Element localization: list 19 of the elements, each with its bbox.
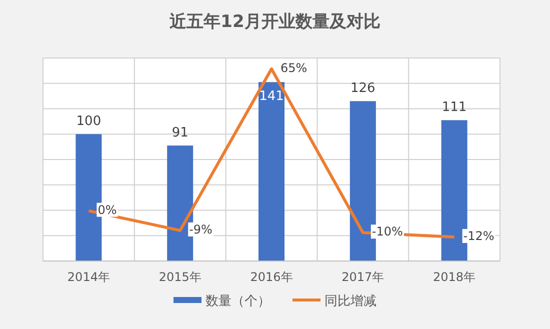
x-tick-label: 2016年 (250, 270, 293, 284)
x-tick-label: 2015年 (158, 270, 202, 284)
data-label: -10% (372, 224, 403, 239)
x-tick-label: 2014年 (67, 270, 110, 284)
x-tick-label: 2017年 (342, 270, 384, 284)
data-label: 91 (172, 126, 188, 141)
chart-title: 近五年12月开业数量及对比 (168, 12, 380, 32)
legend-label: 同比增减 (324, 294, 376, 309)
bar (258, 82, 284, 261)
data-label: 111 (442, 100, 467, 116)
data-label: 100 (76, 114, 102, 130)
legend-label: 数量（个） (206, 294, 270, 309)
data-label: -9% (189, 222, 212, 236)
data-label: 141 (259, 89, 284, 104)
data-label: 126 (350, 81, 376, 96)
data-label: 65% (280, 60, 308, 75)
data-label: 0% (98, 202, 117, 217)
x-tick-label: 2018年 (433, 270, 476, 284)
data-label: -12% (463, 228, 494, 243)
